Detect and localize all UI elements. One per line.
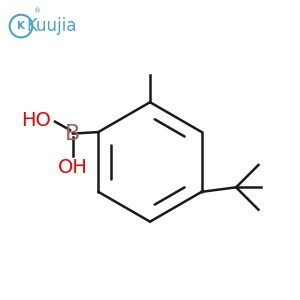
Text: ®: ® [34,8,41,14]
Text: HO: HO [21,111,50,130]
Text: B: B [65,124,80,144]
Text: OH: OH [58,158,88,177]
Text: Kuujia: Kuujia [27,17,77,35]
Text: K: K [17,21,25,31]
